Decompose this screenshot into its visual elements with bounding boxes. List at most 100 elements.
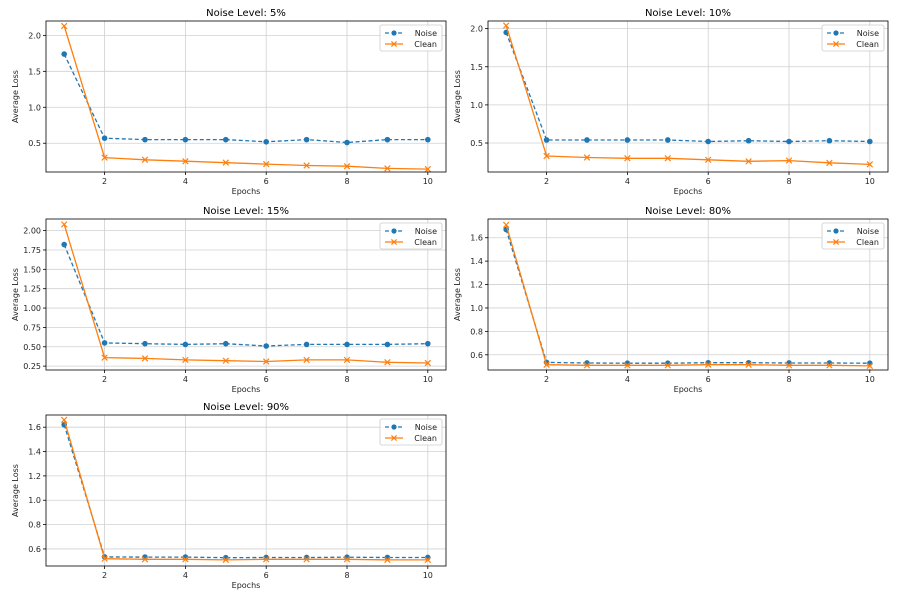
x-tick-label: 4	[183, 571, 188, 580]
y-tick-label: 0.6	[28, 545, 41, 554]
x-marker-stroke	[101, 154, 108, 161]
data-point-clean	[262, 358, 270, 365]
x-marker-stroke	[303, 356, 310, 364]
data-point-noise	[182, 341, 189, 348]
x-marker-stroke	[704, 361, 712, 368]
data-point-noise	[384, 341, 391, 348]
x-marker-stroke	[664, 362, 672, 369]
x-marker-stroke	[664, 155, 672, 162]
legend-label: Noise	[857, 227, 879, 236]
legend-label: Noise	[415, 227, 437, 236]
y-tick-label: 0.5	[28, 139, 41, 148]
x-marker-stroke	[141, 156, 149, 164]
y-tick-label: 1.5	[470, 63, 483, 72]
x-tick-label: 10	[865, 375, 875, 384]
legend-label: Clean	[414, 434, 437, 443]
data-point-clean	[502, 221, 510, 229]
x-marker-stroke	[384, 359, 391, 366]
y-tick-label: 2.0	[470, 25, 483, 34]
x-marker-stroke	[424, 556, 432, 564]
x-marker-stroke	[343, 356, 351, 364]
data-point-clean	[60, 22, 68, 30]
data-point-clean	[222, 556, 230, 564]
data-point-clean	[384, 359, 391, 366]
y-tick-label: 1.2	[470, 281, 483, 290]
x-marker-stroke	[182, 157, 189, 165]
y-tick-label: 1.6	[28, 423, 41, 432]
x-axis-label: Epochs	[232, 187, 261, 196]
data-point-clean	[60, 416, 68, 424]
y-tick-label: 1.4	[470, 257, 483, 266]
legend-swatch-marker	[391, 30, 397, 36]
data-point-noise	[584, 137, 590, 143]
data-point-noise	[142, 136, 148, 143]
x-marker-stroke	[866, 362, 874, 370]
legend-swatch-marker	[832, 238, 840, 246]
x-axis-label: Epochs	[674, 187, 703, 196]
series-line-noise	[63, 424, 428, 559]
axes-frame	[487, 218, 889, 371]
x-tick-label: 8	[786, 177, 791, 186]
chart-title: Noise Level: 5%	[206, 8, 286, 19]
legend-swatch-marker	[390, 238, 398, 246]
y-tick-label: 0.8	[470, 327, 483, 336]
data-point-clean	[624, 362, 631, 369]
data-point-clean	[826, 362, 833, 369]
legend-swatch-marker	[390, 40, 398, 48]
x-axis-label: Epochs	[232, 385, 261, 394]
data-point-clean	[866, 362, 874, 370]
data-point-clean	[182, 556, 189, 563]
x-marker-stroke	[343, 163, 351, 170]
x-marker-stroke	[141, 355, 149, 362]
legend-swatch-marker	[391, 424, 397, 430]
x-marker-stroke	[60, 416, 68, 424]
axes-frame	[487, 20, 889, 173]
data-point-noise	[745, 137, 752, 144]
y-tick-label: 1.50	[23, 265, 41, 274]
x-tick-label: 2	[102, 571, 107, 580]
data-point-clean	[583, 362, 591, 369]
series-line-clean	[505, 224, 870, 367]
x-axis-label: Epochs	[232, 581, 261, 590]
y-tick-label: 1.4	[28, 448, 41, 457]
x-tick-label: 4	[625, 177, 630, 186]
x-marker-stroke	[826, 362, 833, 369]
axes-frame	[45, 218, 447, 371]
y-tick-label: 1.75	[23, 246, 41, 255]
y-tick-label: 1.0	[28, 496, 41, 505]
data-point-clean	[785, 157, 793, 164]
x-marker-stroke	[101, 555, 108, 562]
y-axis-label: Average Loss	[11, 70, 20, 123]
y-tick-label: 2.00	[23, 227, 41, 236]
chart-panel-5: 2 4 6 8 10 0.6 0.8 1.0 1.2 1.4 1.6 Noise Level: 90%…	[11, 402, 447, 590]
x-tick-label: 6	[706, 177, 711, 186]
x-marker-stroke	[785, 157, 793, 164]
data-point-clean	[222, 159, 230, 166]
data-point-clean	[101, 354, 108, 361]
x-marker-stroke	[624, 362, 631, 369]
x-tick-label: 6	[264, 571, 269, 580]
x-tick-label: 2	[102, 375, 107, 384]
data-point-clean	[101, 555, 108, 562]
data-point-clean	[141, 156, 149, 164]
x-marker-stroke	[182, 556, 189, 563]
legend: Noise Clean	[821, 24, 885, 52]
legend-label: Clean	[414, 40, 437, 49]
data-point-noise	[263, 139, 270, 145]
x-tick-label: 8	[344, 571, 349, 580]
data-point-clean	[384, 556, 391, 564]
x-marker-stroke	[222, 357, 230, 364]
x-marker-stroke	[262, 358, 270, 365]
chart-title: Noise Level: 15%	[203, 206, 289, 217]
data-point-noise	[182, 136, 189, 143]
y-tick-label: 1.0	[28, 103, 41, 112]
data-point-clean	[101, 154, 108, 161]
x-marker-stroke	[704, 156, 712, 164]
data-point-noise	[384, 136, 391, 143]
x-marker-stroke	[543, 361, 550, 368]
data-point-noise	[425, 340, 431, 347]
legend-label: Noise	[415, 423, 437, 432]
series-line-noise	[505, 32, 870, 143]
y-tick-label: 0.6	[470, 351, 483, 360]
data-point-clean	[583, 154, 591, 161]
